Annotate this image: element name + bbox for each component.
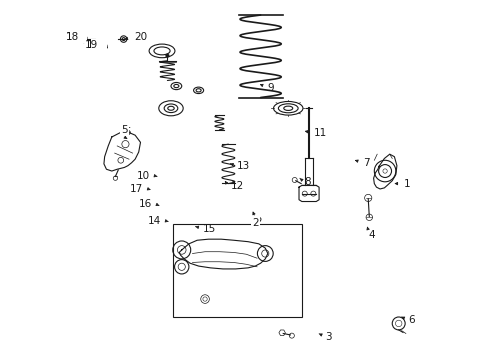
Text: 16: 16 [138, 199, 151, 210]
Text: 19: 19 [85, 40, 99, 50]
Text: 15: 15 [202, 224, 215, 234]
Text: 18: 18 [65, 32, 79, 41]
Text: 17: 17 [129, 184, 142, 194]
Text: 12: 12 [230, 181, 244, 191]
Text: 5: 5 [121, 125, 127, 135]
Text: 7: 7 [362, 158, 369, 168]
Text: 4: 4 [367, 230, 374, 239]
Text: 8: 8 [304, 177, 311, 187]
Text: 19: 19 [86, 40, 100, 50]
Bar [172, 224, 301, 317]
Text: 18: 18 [72, 32, 85, 41]
Circle shape [165, 54, 169, 57]
Text: 19: 19 [92, 40, 105, 50]
Text: 18: 18 [65, 32, 79, 41]
Text: 3: 3 [324, 332, 331, 342]
Text: 2: 2 [255, 217, 262, 227]
Text: 20: 20 [134, 32, 147, 41]
Text: 5: 5 [121, 125, 127, 135]
Text: 11: 11 [313, 129, 326, 138]
Text: 9: 9 [267, 83, 274, 93]
Text: 13: 13 [236, 161, 249, 171]
Text: 2: 2 [251, 218, 258, 228]
Text: 14: 14 [148, 216, 161, 226]
Text: 10: 10 [137, 171, 149, 181]
Text: 1: 1 [403, 179, 410, 189]
Text: 2: 2 [251, 218, 258, 228]
Text: 5: 5 [124, 127, 131, 137]
Text: 6: 6 [408, 315, 414, 325]
